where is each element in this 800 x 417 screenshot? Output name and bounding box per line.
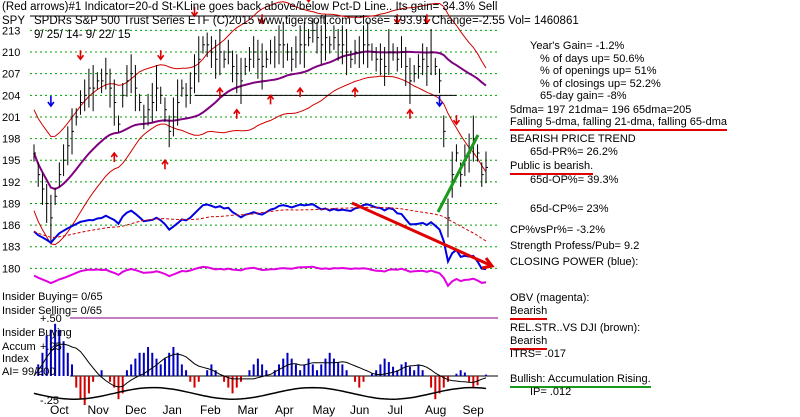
x-tick-label: Jul bbox=[388, 403, 403, 417]
x-tick-label: Aug bbox=[425, 403, 446, 417]
days-up: % of days up= 50.6% bbox=[540, 53, 645, 65]
accum-label: Accum bbox=[2, 341, 36, 353]
relstr-bearish: Bearish bbox=[510, 335, 548, 350]
buy-arrow bbox=[406, 108, 414, 119]
y-tick-label: 186 bbox=[2, 220, 20, 232]
x-tick-label: Mar bbox=[238, 403, 259, 417]
blue-arrow bbox=[435, 96, 444, 108]
sell-arrow bbox=[393, 14, 401, 25]
cp-vs-pr: CP%vsPr%= -3.2% bbox=[510, 224, 606, 236]
header-line1: (Red arrows)#1 Indicator=20-d St-KLine g… bbox=[2, 1, 497, 13]
public-bearish: Public is bearish. bbox=[510, 160, 594, 175]
blue-arrow bbox=[47, 96, 55, 108]
accum-plus25: +.25 bbox=[40, 341, 62, 353]
itrs-value: ITRS= .017 bbox=[510, 348, 566, 360]
sell-arrow bbox=[452, 115, 461, 126]
ip-value: IP= .012 bbox=[530, 386, 572, 398]
y-tick-label: 180 bbox=[2, 263, 20, 275]
dma-line1: 5dma= 197 21dma= 196 65dma=205 bbox=[510, 104, 692, 116]
buy-arrow bbox=[351, 86, 359, 98]
y-tick-label: 183 bbox=[2, 242, 20, 254]
buy-arrow bbox=[233, 108, 241, 119]
sell-arrow bbox=[190, 7, 199, 18]
lower-band bbox=[33, 75, 487, 246]
ticker: SPY bbox=[2, 15, 25, 27]
x-tick-label: Oct bbox=[50, 403, 69, 417]
y-tick-label: 207 bbox=[2, 69, 20, 81]
red-trendline bbox=[351, 201, 491, 267]
y-tick-label: 198 bbox=[2, 134, 20, 146]
x-tick-label: Dec bbox=[125, 403, 146, 417]
y-tick-label: 195 bbox=[2, 155, 20, 167]
ma65-line bbox=[33, 50, 487, 191]
y-tick-label: 201 bbox=[2, 112, 20, 124]
rel-strength-line bbox=[33, 386, 487, 400]
insider-buying-label: Insider Buying bbox=[2, 327, 72, 339]
header-line2: SPDRs S&P 500 Trust Series ETF (C)2015 w… bbox=[34, 15, 579, 27]
cp-percent: 65d-CP%= 23% bbox=[530, 203, 609, 215]
x-tick-label: Sep bbox=[463, 403, 485, 417]
signal-arrows bbox=[47, 0, 461, 170]
op-percent: 65d-OP%= 39.3% bbox=[530, 174, 619, 186]
dma-line2: Falling 5-dma, falling 21-dma, falling 6… bbox=[510, 116, 728, 131]
accumulation-rising: Bullish: Accumulation Rising. bbox=[510, 373, 651, 388]
x-tick-labels: Oct Nov Dec Jan Feb Mar Apr May Jun Jul Aug Sep bbox=[50, 403, 484, 417]
y-tick-label: 189 bbox=[2, 198, 20, 210]
sell-arrow bbox=[423, 14, 431, 25]
openings-up: % of openings up= 51% bbox=[540, 65, 657, 77]
ai-label: AI= 99/200 bbox=[2, 366, 56, 378]
closing-power-ma bbox=[33, 206, 487, 242]
strength-profess-pub: Strength Profess/Pub= 9.2 bbox=[510, 240, 640, 252]
price-bars bbox=[33, 14, 488, 241]
green-trendline bbox=[436, 134, 480, 213]
lower-panels bbox=[33, 203, 498, 405]
buy-arrow bbox=[161, 158, 169, 170]
y-tick-label: 192 bbox=[2, 177, 20, 189]
closing-power-line bbox=[33, 203, 487, 271]
trend-lines bbox=[351, 134, 495, 270]
closings-up: % of closings up= 52.2% bbox=[540, 78, 661, 90]
insider-buying: Insider Buying= 0/65 bbox=[2, 291, 103, 303]
y-tick-label: 210 bbox=[2, 47, 20, 59]
obv-label: OBV (magenta): bbox=[510, 292, 590, 304]
y-tick-label: 213 bbox=[2, 25, 20, 37]
closing-power-label: CLOSING POWER (blue): bbox=[510, 256, 639, 268]
bollinger-bands bbox=[33, 1, 487, 246]
upper-band bbox=[33, 1, 487, 138]
years-gain: Year's Gain= -1.2% bbox=[530, 40, 625, 52]
buy-arrow bbox=[296, 86, 304, 98]
x-tick-label: Jan bbox=[163, 403, 182, 417]
accum-minus25: -.25 bbox=[40, 395, 59, 407]
accum-ma-line bbox=[33, 343, 487, 388]
index-label: Index bbox=[2, 353, 29, 365]
x-tick-label: Nov bbox=[88, 403, 109, 417]
day65-gain: 65-day gain= -8% bbox=[540, 90, 627, 102]
buy-arrow bbox=[110, 151, 118, 162]
insider-selling: Insider Selling= 0/65 bbox=[2, 305, 102, 317]
sell-arrow bbox=[258, 14, 266, 25]
buy-arrow bbox=[266, 93, 275, 105]
y-tick-labels: 180 183 186 189 192 195 198 201 204 207 210 213 bbox=[2, 25, 20, 275]
x-tick-label: Feb bbox=[200, 403, 221, 417]
red-trend-arrowhead bbox=[481, 257, 495, 270]
x-tick-label: Jun bbox=[350, 403, 369, 417]
sell-arrow bbox=[76, 50, 85, 61]
obv-bearish: Bearish bbox=[510, 305, 548, 320]
relstr-label: REL.STR..VS DJI (brown): bbox=[510, 322, 641, 334]
x-tick-label: May bbox=[313, 403, 336, 417]
y-tick-label: 204 bbox=[2, 90, 20, 102]
buy-arrow bbox=[216, 86, 224, 98]
price-trend: BEARISH PRICE TREND bbox=[510, 133, 636, 145]
x-tick-label: Apr bbox=[275, 403, 294, 417]
sell-arrow bbox=[157, 50, 165, 61]
obv-line bbox=[33, 265, 487, 288]
accum-plus50: +.50 bbox=[40, 313, 62, 325]
pr-percent: 65d-PR%= 26.2% bbox=[530, 146, 618, 158]
sell-arrow bbox=[306, 0, 311, 3]
date-range: 9/ 25/ 14- 9/ 22/ 15 bbox=[34, 29, 131, 41]
